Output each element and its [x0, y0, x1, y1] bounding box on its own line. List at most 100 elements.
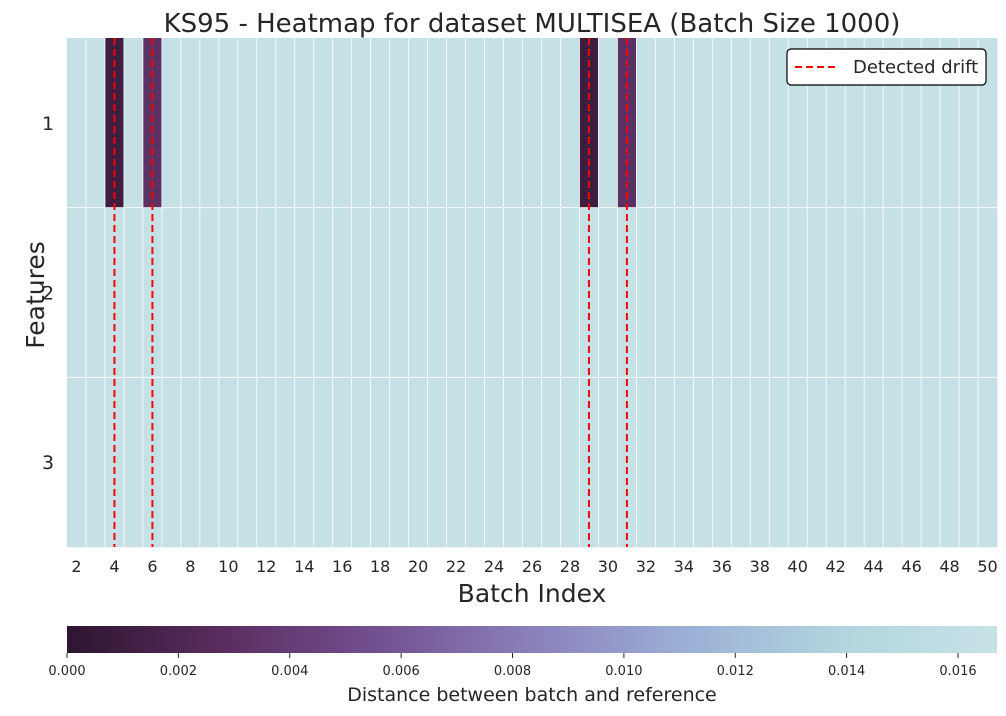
heatmap-cell	[332, 38, 352, 208]
heatmap-cell	[104, 38, 125, 208]
x-tick-label: 38	[750, 557, 770, 576]
heatmap-cell	[731, 207, 751, 378]
heatmap-cell	[826, 377, 846, 548]
heatmap-cell	[313, 207, 334, 378]
heatmap-cell	[959, 207, 979, 378]
x-tick-label: 40	[788, 557, 808, 576]
heatmap-cell	[750, 207, 770, 378]
heatmap-cell	[294, 377, 315, 548]
heatmap-cell	[237, 207, 258, 378]
heatmap-cell	[902, 377, 922, 548]
heatmap-cell	[845, 377, 865, 548]
y-tick-label: 1	[42, 113, 54, 135]
heatmap-cell	[123, 38, 144, 208]
heatmap-cell	[560, 38, 580, 208]
heatmap-cell	[180, 207, 201, 378]
heatmap-cell	[769, 38, 789, 208]
colorbar-tick-label: 0.014	[828, 664, 865, 679]
colorbar-tick-label: 0.016	[939, 664, 976, 679]
heatmap-cell	[598, 38, 618, 208]
x-tick-label: 26	[522, 557, 542, 576]
x-axis-title: Batch Index	[458, 579, 607, 608]
x-tick-label: 8	[185, 557, 195, 576]
heatmap-cell	[370, 207, 390, 378]
heatmap-cell	[693, 38, 713, 208]
heatmap-cell	[864, 377, 884, 548]
heatmap-cell	[427, 377, 447, 548]
legend-drift-label: Detected drift	[853, 57, 978, 78]
heatmap-cell	[427, 207, 447, 378]
heatmap-cell	[598, 207, 618, 378]
heatmap-cell	[693, 207, 713, 378]
heatmap-cell	[636, 207, 656, 378]
x-tick-label: 28	[560, 557, 580, 576]
heatmap-cell	[85, 207, 106, 378]
x-tick-label: 44	[863, 557, 883, 576]
heatmap-cell	[940, 377, 960, 548]
heatmap-cell	[693, 377, 713, 548]
heatmap-cell	[161, 207, 182, 378]
colorbar-title: Distance between batch and reference	[347, 684, 717, 706]
heatmap-cell	[408, 207, 428, 378]
colorbar-tick-label: 0.004	[271, 664, 308, 679]
x-tick-label: 42	[825, 557, 845, 576]
heatmap-cell	[883, 207, 903, 378]
heatmap-cell	[67, 377, 87, 548]
heatmap-cell	[522, 38, 542, 208]
heatmap-cell	[712, 207, 732, 378]
colorbar-tick-label: 0.012	[717, 664, 754, 679]
x-tick-label: 32	[636, 557, 656, 576]
heatmap-cell	[541, 377, 561, 548]
heatmap-cell	[484, 207, 504, 378]
x-tick-label: 30	[598, 557, 618, 576]
heatmap-cell	[978, 377, 998, 548]
heatmap-gridlines	[67, 38, 997, 547]
heatmap-cell	[351, 38, 371, 208]
x-tick-label: 16	[332, 557, 352, 576]
heatmap-cell	[427, 38, 447, 208]
heatmap-cell	[85, 377, 106, 548]
heatmap-cell	[389, 377, 409, 548]
heatmap-cell	[199, 38, 220, 208]
heatmap-cell	[541, 207, 561, 378]
heatmap-cell	[465, 207, 485, 378]
heatmap-cell	[503, 38, 523, 208]
heatmap-cell	[788, 207, 808, 378]
colorbar-tick-label: 0.010	[605, 664, 642, 679]
legend-box	[786, 48, 987, 86]
heatmap-cells	[67, 38, 998, 548]
x-tick-label: 20	[408, 557, 428, 576]
x-tick-label: 46	[901, 557, 921, 576]
y-axis-title: Features	[21, 241, 50, 349]
colorbar-tick-label: 0.006	[383, 664, 420, 679]
heatmap-cell	[579, 38, 599, 208]
heatmap-cell	[351, 377, 371, 548]
heatmap-cell	[275, 207, 296, 378]
heatmap-cell	[674, 38, 694, 208]
chart-title: KS95 - Heatmap for dataset MULTISEA (Bat…	[164, 9, 901, 39]
heatmap-cell	[598, 377, 618, 548]
heatmap-cell	[218, 377, 239, 548]
heatmap-cell	[446, 38, 466, 208]
heatmap-cell	[389, 38, 409, 208]
heatmap-cell	[218, 38, 239, 208]
x-tick-label: 6	[147, 557, 157, 576]
heatmap-cell	[237, 38, 258, 208]
heatmap-cell	[921, 207, 941, 378]
colorbar-tick-label: 0.002	[160, 664, 197, 679]
heatmap-cell	[275, 38, 296, 208]
heatmap-cell	[446, 377, 466, 548]
colorbar-tick-label: 0.008	[494, 664, 531, 679]
heatmap-cell	[674, 377, 694, 548]
heatmap-cell	[294, 207, 315, 378]
heatmap-cell	[655, 377, 675, 548]
heatmap-cell	[370, 377, 390, 548]
heatmap-cell	[218, 207, 239, 378]
heatmap-cell	[294, 38, 315, 208]
heatmap-cell	[712, 377, 732, 548]
heatmap-cell	[864, 207, 884, 378]
y-tick-label: 2	[42, 283, 54, 305]
heatmap-cell	[332, 207, 352, 378]
heatmap-cell	[921, 377, 941, 548]
